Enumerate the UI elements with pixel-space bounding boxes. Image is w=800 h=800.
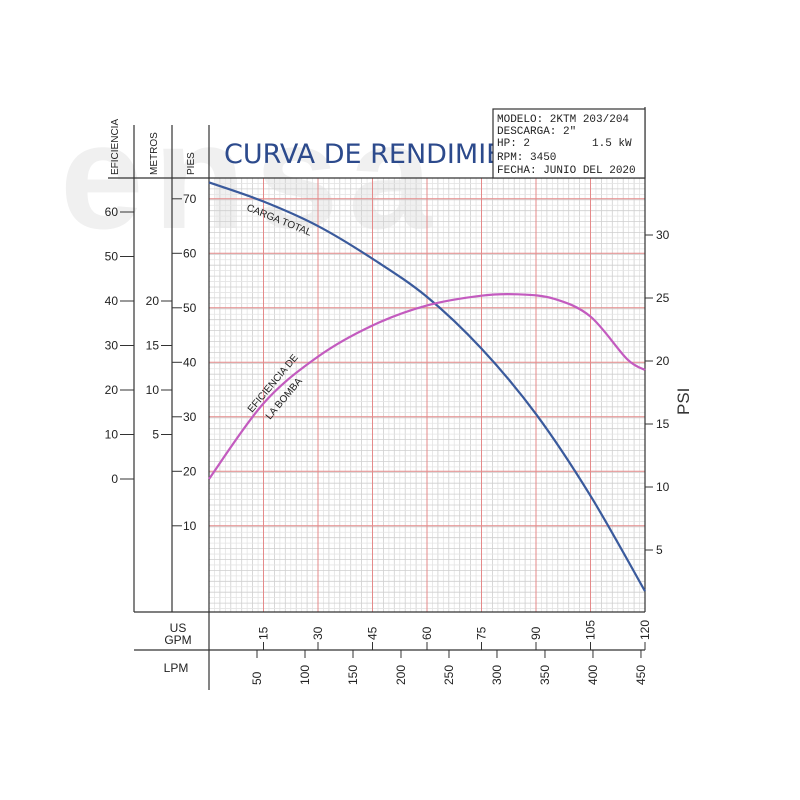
info-fecha: FECHA: JUNIO DEL 2020 [497, 165, 636, 177]
info-rpm: RPM: 3450 [497, 152, 556, 164]
tick-label: 15 [656, 417, 670, 431]
tick-label: 5 [656, 543, 663, 557]
info-hp: HP: 2 [497, 138, 530, 150]
pies-axis-label: PIES [186, 152, 197, 175]
tick-label: 45 [366, 626, 380, 640]
info-modelo: MODELO: 2KTM 203/204 [497, 114, 629, 126]
tick-label: 20 [105, 383, 119, 397]
tick-label: 10 [183, 519, 197, 533]
tick-label: 20 [183, 464, 197, 478]
tick-label: 50 [183, 301, 197, 315]
chart-curves [208, 181, 646, 592]
psi-axis-label: PSI [674, 388, 693, 415]
axis-ticks: 6050403020100201510570605040302010302520… [105, 192, 670, 685]
tick-label: 5 [152, 428, 159, 442]
carga-total-curve [208, 181, 646, 592]
info-kw: 1.5 kW [592, 138, 632, 150]
tick-label: 50 [105, 250, 119, 264]
tick-label: 0 [111, 472, 118, 486]
gpm-axis-label-2: GPM [164, 633, 191, 647]
chart-frame [108, 107, 646, 690]
tick-label: 150 [346, 665, 360, 685]
tick-label: 20 [146, 294, 160, 308]
tick-label: 15 [146, 339, 160, 353]
tick-label: 60 [105, 205, 119, 219]
tick-label: 200 [394, 665, 408, 685]
tick-label: 100 [298, 665, 312, 685]
tick-label: 450 [634, 665, 648, 685]
tick-label: 30 [311, 626, 325, 640]
tick-label: 60 [183, 246, 197, 260]
tick-label: 20 [656, 354, 670, 368]
eficiencia-curve [208, 292, 646, 480]
eficiencia-axis-label: EFICIENCIA [110, 119, 121, 175]
tick-label: 25 [656, 291, 670, 305]
gpm-axis-label: US [170, 621, 187, 635]
tick-label: 70 [183, 192, 197, 206]
tick-label: 90 [529, 626, 543, 640]
info-box [492, 108, 646, 179]
grid-major [209, 178, 645, 612]
tick-label: 400 [586, 665, 600, 685]
tick-label: 40 [105, 294, 119, 308]
tick-label: 10 [656, 480, 670, 494]
tick-label: 30 [183, 410, 197, 424]
tick-label: 75 [475, 626, 489, 640]
tick-label: 50 [250, 671, 264, 685]
tick-label: 350 [538, 665, 552, 685]
watermark: ensa [60, 92, 442, 260]
tick-label: 30 [105, 339, 119, 353]
tick-label: 300 [490, 665, 504, 685]
tick-label: 250 [442, 665, 456, 685]
tick-label: 105 [584, 620, 598, 640]
info-descarga: DESCARGA: 2" [497, 126, 576, 138]
tick-label: 10 [146, 383, 160, 397]
tick-label: 10 [105, 428, 119, 442]
tick-label: 120 [638, 620, 652, 640]
lpm-axis-label: LPM [164, 661, 189, 675]
tick-label: 60 [420, 626, 434, 640]
tick-label: 15 [257, 626, 271, 640]
tick-label: 40 [183, 355, 197, 369]
metros-axis-label: METROS [149, 132, 160, 175]
tick-label: 30 [656, 228, 670, 242]
